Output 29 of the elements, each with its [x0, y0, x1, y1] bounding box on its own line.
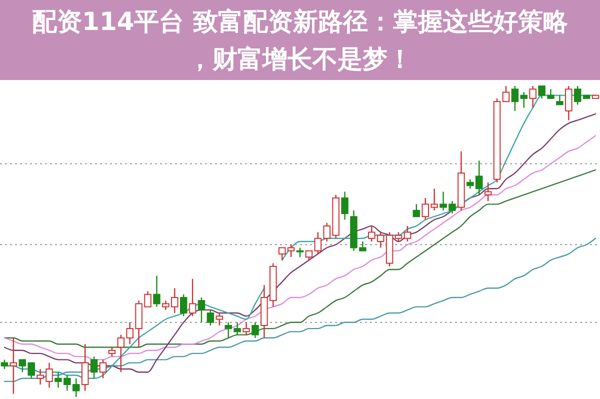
candlestick	[242, 322, 250, 336]
candlestick	[180, 294, 188, 317]
candlestick	[153, 275, 160, 308]
candlestick	[296, 247, 304, 258]
candlestick	[81, 344, 89, 392]
candlestick	[108, 346, 116, 358]
candlestick	[216, 312, 224, 326]
candlestick	[10, 337, 18, 394]
candlestick	[188, 278, 196, 317]
candlestick	[341, 191, 348, 220]
candlestick	[574, 85, 582, 106]
candlestick	[90, 356, 98, 379]
candlestick	[529, 85, 536, 108]
candlestick	[412, 204, 420, 218]
candlestick	[394, 232, 402, 242]
chart-title: 配资114平台 致富配资新路径：掌握这些好策略，财富增长不是梦！	[32, 7, 568, 74]
candlestick	[278, 247, 286, 261]
candlestick	[99, 359, 107, 379]
candlestick	[556, 94, 564, 106]
candlestick	[206, 309, 214, 326]
candlestick	[565, 85, 572, 121]
candlestick	[252, 322, 259, 339]
candlestick	[0, 359, 8, 370]
candlestick	[404, 225, 412, 242]
candlestick	[305, 250, 313, 261]
candlestick	[198, 296, 206, 323]
candlestick	[287, 244, 295, 258]
candlestick	[484, 182, 492, 202]
candlestick	[502, 85, 510, 102]
